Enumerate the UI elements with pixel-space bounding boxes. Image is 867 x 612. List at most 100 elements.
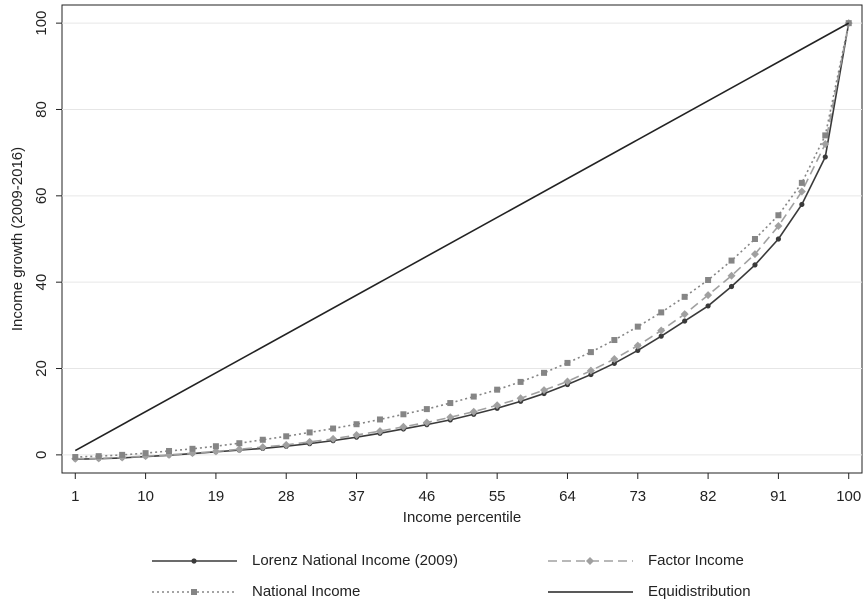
marker [95,453,102,460]
marker [259,436,266,443]
marker [72,454,79,461]
marker [563,377,572,386]
marker [705,303,711,309]
marker [191,558,197,564]
y-tick-label: 40 [33,274,50,291]
legend-label: Factor Income [648,552,744,569]
marker [798,179,805,186]
marker [728,283,735,290]
marker [352,431,361,440]
marker [517,378,524,385]
marker [775,212,782,219]
marker [282,440,291,449]
marker [142,450,149,457]
marker [821,140,830,149]
marker [657,326,666,335]
marker [728,257,735,264]
marker [634,323,641,330]
x-tick-label: 10 [137,488,154,505]
legend-label: Equidistribution [648,583,751,600]
x-tick-label: 91 [770,488,787,505]
marker [797,187,806,196]
legend-label: National Income [252,583,360,600]
marker [751,236,758,242]
marker [376,416,383,423]
marker [211,447,220,456]
marker [375,427,384,436]
marker [236,440,243,447]
marker [774,222,783,231]
series-line [74,22,850,452]
marker [727,271,736,280]
series-line [75,22,850,460]
marker [775,236,782,242]
marker [447,400,454,407]
marker [423,406,430,413]
marker [587,349,594,356]
marker [189,445,196,452]
marker [353,421,360,428]
y-tick-label: 0 [33,451,50,459]
marker [235,445,244,454]
marker [658,309,665,316]
marker [283,433,290,440]
marker [635,347,641,353]
marker [611,360,617,366]
x-tick-label: 28 [278,488,295,505]
marker [705,277,712,284]
x-tick-label: 19 [208,488,225,505]
x-tick-label: 82 [700,488,717,505]
marker [446,413,455,422]
marker [611,337,618,344]
marker [799,201,805,208]
marker [191,589,197,595]
marker [822,132,829,139]
marker [822,154,828,160]
marker [752,262,758,268]
legend-label: Lorenz National Income (2009) [252,552,458,569]
series-line [75,22,850,458]
x-tick-label: 55 [489,488,506,505]
marker [541,369,548,376]
marker [586,366,595,375]
x-tick-label: 37 [348,488,365,505]
plot-frame [61,4,863,474]
marker [750,250,759,259]
marker [494,386,501,393]
marker [682,318,688,324]
marker [399,422,408,431]
x-tick-label: 46 [419,488,436,505]
marker [540,386,549,395]
marker [493,401,502,410]
marker [680,310,689,319]
x-tick-label: 73 [629,488,646,505]
marker [166,447,173,454]
marker [610,355,619,364]
marker [212,443,219,450]
marker [119,451,126,458]
y-axis-label: Income growth (2009-2016) [9,147,26,331]
y-tick-label: 20 [33,360,50,377]
y-tick-label: 80 [33,101,50,118]
marker [470,393,477,400]
x-tick-label: 64 [559,488,576,505]
marker [658,333,664,339]
marker [400,411,407,418]
marker [329,434,338,443]
marker [305,437,314,446]
marker [633,341,642,350]
y-tick-label: 100 [33,11,50,36]
marker [258,443,267,452]
x-tick-label: 100 [836,488,861,505]
marker [422,418,431,427]
marker [681,293,688,300]
x-tick-label: 1 [71,488,79,505]
marker [586,557,594,565]
marker [469,407,478,416]
x-axis-label: Income percentile [403,509,521,526]
y-tick-label: 60 [33,187,50,204]
marker [330,425,337,432]
marker [564,359,571,366]
marker [516,394,525,403]
